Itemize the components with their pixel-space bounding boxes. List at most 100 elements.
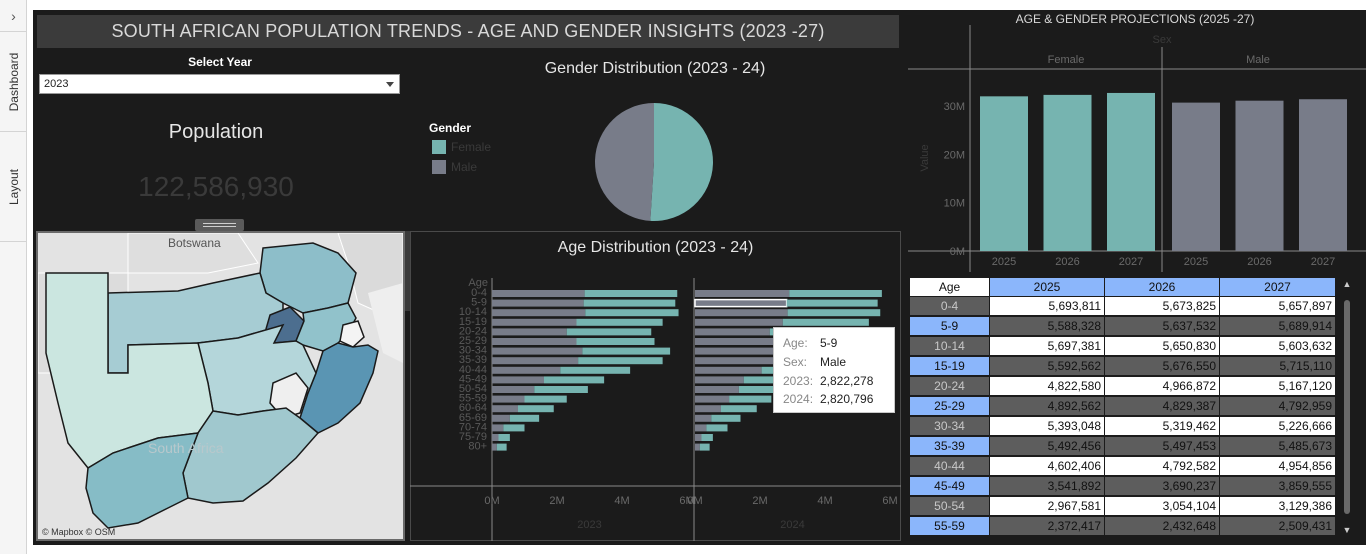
map-canvas[interactable]: Botswana South Africa © Mapbox © OSM [38, 233, 403, 539]
age-bar-male[interactable] [695, 357, 780, 365]
age-bar-male[interactable] [695, 414, 712, 422]
projection-bar[interactable] [1107, 92, 1155, 251]
age-bar-female[interactable] [509, 414, 540, 422]
age-bar-male[interactable] [695, 434, 702, 441]
age-bar-male[interactable] [695, 318, 783, 326]
age-bar-male[interactable] [492, 443, 497, 451]
age-bar-female[interactable] [701, 434, 713, 441]
chevron-right-icon[interactable]: › [0, 0, 27, 32]
projection-bar[interactable] [1172, 102, 1220, 251]
scrollbar-thumb[interactable] [1344, 300, 1350, 514]
tab-layout[interactable]: Layout [0, 132, 27, 242]
age-bar-male[interactable] [695, 328, 770, 336]
age-bar-male[interactable] [492, 357, 579, 365]
age-bar-female[interactable] [496, 443, 507, 451]
table-row[interactable]: 0-4 5,693,811 5,673,825 5,657,897 [910, 297, 1336, 316]
age-bar-male[interactable] [492, 309, 586, 317]
age-bar-female[interactable] [706, 424, 728, 432]
age-bar-female[interactable] [729, 395, 772, 403]
pie-slice-female[interactable] [650, 103, 714, 221]
age-bar-female[interactable] [789, 290, 882, 297]
age-bar-female[interactable] [699, 443, 710, 451]
age-bar-female[interactable] [584, 290, 678, 297]
age-bar-female[interactable] [566, 328, 652, 336]
col-header-age[interactable]: Age [910, 278, 990, 297]
table-row[interactable]: 35-39 5,492,456 5,497,453 5,485,673 [910, 437, 1336, 456]
age-bar-female[interactable] [503, 424, 525, 432]
age-bar-female[interactable] [576, 318, 663, 326]
age-bar-male[interactable] [492, 386, 535, 393]
province-map[interactable]: Botswana South Africa © Mapbox © OSM [36, 231, 405, 541]
table-row[interactable]: 5-9 5,588,328 5,637,532 5,689,914 [910, 317, 1336, 336]
age-bar-female[interactable] [578, 357, 663, 365]
age-bar-male[interactable] [492, 395, 525, 403]
age-bar-female[interactable] [583, 299, 676, 307]
age-bar-female[interactable] [787, 309, 881, 317]
province-western-cape[interactable] [85, 432, 200, 529]
projection-bar[interactable] [1299, 99, 1347, 251]
age-bar-female[interactable] [560, 366, 631, 374]
table-row[interactable]: 15-19 5,592,562 5,676,550 5,715,110 [910, 357, 1336, 376]
age-bar-female[interactable] [582, 347, 671, 355]
age-bar-male[interactable] [492, 376, 544, 384]
age-bar-female[interactable] [498, 434, 510, 441]
age-bar-male[interactable] [695, 376, 744, 384]
age-bar-female[interactable] [585, 309, 679, 317]
table-row[interactable]: 30-34 5,393,048 5,319,462 5,226,666 [910, 417, 1336, 436]
age-bar-male[interactable] [695, 338, 778, 345]
projection-bar[interactable] [1043, 94, 1092, 251]
age-bar-male[interactable] [492, 414, 510, 422]
pie-slice-male[interactable] [595, 103, 654, 221]
age-bar-male[interactable] [695, 395, 730, 403]
age-bar-male[interactable] [695, 309, 788, 317]
age-bar-female[interactable] [786, 299, 878, 307]
age-bar-male[interactable] [695, 424, 707, 432]
age-bar-male[interactable] [695, 290, 790, 297]
chevron-down-icon[interactable] [386, 82, 394, 87]
age-bar-female[interactable] [721, 405, 757, 413]
age-bar-female[interactable] [782, 318, 869, 326]
table-row[interactable]: 10-14 5,697,381 5,650,830 5,603,632 [910, 337, 1336, 356]
projection-bar[interactable] [1235, 100, 1284, 251]
table-row[interactable]: 25-29 4,892,562 4,829,387 4,792,959 [910, 397, 1336, 416]
year-select[interactable]: 2023 [39, 74, 400, 94]
age-bar-male[interactable] [695, 347, 783, 355]
age-bar-male[interactable] [492, 290, 585, 297]
table-row[interactable]: 55-59 2,372,417 2,432,648 2,509,431 [910, 517, 1336, 536]
age-bar-male[interactable] [492, 299, 584, 307]
age-bar-female[interactable] [518, 405, 554, 413]
table-row[interactable]: 45-49 3,541,892 3,690,237 3,859,555 [910, 477, 1336, 496]
age-bar-male[interactable] [695, 366, 762, 374]
age-bar-male[interactable] [492, 347, 583, 355]
projection-bar[interactable] [980, 96, 1028, 251]
col-header-2027[interactable]: 2027 [1220, 278, 1336, 297]
tab-dashboard[interactable]: Dashboard [0, 32, 27, 132]
age-bar-female[interactable] [534, 386, 588, 393]
age-bar-male[interactable] [492, 338, 577, 345]
col-header-2025[interactable]: 2025 [990, 278, 1105, 297]
age-bar-female[interactable] [711, 414, 741, 422]
table-row[interactable]: 20-24 4,822,580 4,966,872 5,167,120 [910, 377, 1336, 396]
age-bar-male[interactable] [492, 366, 561, 374]
age-bar-male[interactable] [694, 298, 788, 308]
age-bar-female[interactable] [576, 338, 655, 345]
gender-pie-chart[interactable] [590, 100, 720, 224]
col-header-2026[interactable]: 2026 [1105, 278, 1220, 297]
age-bar-male[interactable] [695, 405, 721, 413]
table-row[interactable]: 40-44 4,602,406 4,792,582 4,954,856 [910, 457, 1336, 476]
age-bar-female[interactable] [524, 395, 567, 403]
age-bar-male[interactable] [695, 386, 739, 393]
age-bar-female[interactable] [544, 376, 605, 384]
age-bar-male[interactable] [492, 328, 567, 336]
age-bar-female[interactable] [738, 386, 795, 393]
age-bar-male[interactable] [492, 424, 504, 432]
projection-bar-chart[interactable]: Sex 0M 10M 20M 30M Value Female 2025 2026 2027 Mal… [908, 25, 1366, 272]
scroll-up-icon[interactable]: ▲ [1342, 279, 1352, 289]
table-row[interactable]: 50-54 2,967,581 3,054,104 3,129,386 [910, 497, 1336, 516]
map-resize-handle[interactable] [195, 219, 244, 231]
scroll-down-icon[interactable]: ▼ [1342, 525, 1352, 535]
age-bar-male[interactable] [492, 405, 518, 413]
age-bar-male[interactable] [492, 318, 577, 326]
age-bar-male[interactable] [695, 443, 700, 451]
age-bar-male[interactable] [492, 434, 499, 441]
